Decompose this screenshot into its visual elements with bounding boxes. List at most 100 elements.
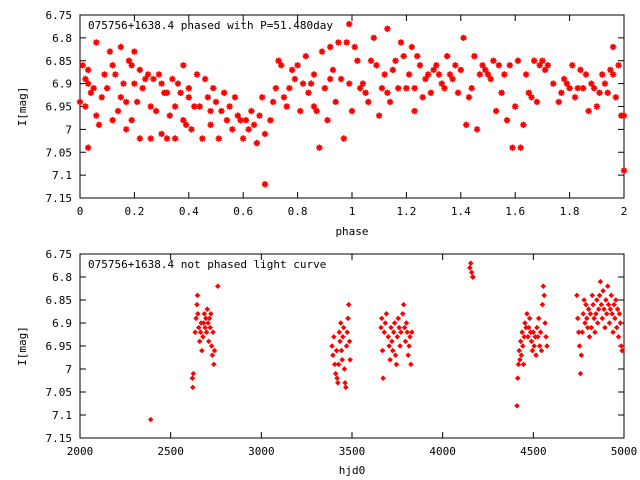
data-point bbox=[206, 315, 213, 322]
data-point bbox=[192, 329, 198, 335]
data-point bbox=[109, 117, 116, 124]
data-point bbox=[327, 75, 334, 83]
data-point bbox=[209, 352, 216, 358]
data-point bbox=[517, 144, 524, 151]
data-point bbox=[390, 329, 397, 335]
data-point bbox=[609, 43, 617, 51]
data-point bbox=[125, 57, 133, 64]
data-point bbox=[332, 98, 339, 106]
data-point bbox=[539, 57, 546, 64]
y-tick-label: 6.95 bbox=[46, 101, 73, 114]
x-tick-label: 3000 bbox=[248, 445, 275, 458]
data-point bbox=[365, 98, 372, 106]
data-point bbox=[93, 39, 100, 46]
x-tick-label: 3500 bbox=[339, 445, 366, 458]
data-point bbox=[390, 347, 396, 354]
data-point bbox=[245, 126, 252, 133]
x-tick-label: 1.8 bbox=[560, 205, 580, 218]
data-point bbox=[610, 329, 616, 335]
data-point bbox=[351, 43, 358, 51]
data-point bbox=[289, 66, 296, 74]
data-point bbox=[392, 352, 399, 358]
data-point bbox=[531, 57, 538, 64]
data-point bbox=[378, 315, 385, 322]
data-point bbox=[593, 103, 600, 110]
data-point bbox=[611, 301, 617, 308]
data-point bbox=[609, 311, 615, 317]
data-point bbox=[577, 66, 584, 74]
data-point bbox=[386, 343, 392, 349]
data-point bbox=[203, 329, 210, 335]
data-point bbox=[520, 361, 527, 368]
data-point bbox=[408, 43, 415, 51]
x-tick-label: 0.8 bbox=[288, 205, 308, 218]
data-point bbox=[414, 53, 421, 60]
data-point bbox=[313, 107, 320, 115]
data-point bbox=[521, 334, 528, 340]
data-point bbox=[203, 315, 209, 322]
data-point bbox=[112, 71, 119, 78]
data-point bbox=[82, 103, 89, 110]
data-point bbox=[373, 62, 380, 69]
data-point bbox=[452, 62, 459, 69]
data-point bbox=[604, 311, 610, 317]
data-point bbox=[400, 301, 407, 308]
data-point bbox=[381, 329, 388, 335]
x-tick-label: 4500 bbox=[520, 445, 547, 458]
data-point bbox=[261, 181, 269, 188]
data-point bbox=[76, 98, 84, 106]
data-point bbox=[153, 107, 160, 115]
data-point bbox=[212, 98, 220, 106]
data-point bbox=[395, 85, 402, 92]
data-point bbox=[591, 315, 597, 322]
data-point bbox=[335, 361, 342, 368]
data-point bbox=[609, 71, 617, 78]
data-point bbox=[578, 352, 585, 358]
data-point bbox=[460, 34, 467, 42]
data-point bbox=[383, 311, 390, 317]
data-point bbox=[250, 121, 258, 128]
data-point bbox=[454, 89, 462, 96]
data-point bbox=[408, 361, 414, 368]
data-point bbox=[272, 85, 279, 92]
data-point bbox=[133, 98, 141, 106]
x-axis-title: hjd0 bbox=[339, 464, 366, 477]
data-point bbox=[536, 315, 542, 322]
data-point bbox=[585, 306, 592, 312]
data-point bbox=[576, 343, 583, 349]
y-tick-label: 6.9 bbox=[52, 317, 72, 330]
data-point bbox=[202, 324, 208, 331]
data-point bbox=[229, 126, 236, 133]
data-point bbox=[601, 306, 607, 312]
y-axis-title: I[mag] bbox=[16, 326, 29, 366]
data-point bbox=[595, 306, 602, 312]
data-point bbox=[201, 311, 208, 317]
data-point bbox=[286, 85, 293, 92]
data-point bbox=[528, 338, 535, 345]
data-point bbox=[117, 94, 124, 101]
data-point bbox=[205, 320, 211, 326]
data-point bbox=[515, 361, 522, 368]
data-point bbox=[142, 75, 149, 83]
data-point bbox=[234, 112, 241, 119]
data-point bbox=[536, 343, 543, 349]
data-point bbox=[555, 98, 562, 106]
data-point bbox=[344, 329, 351, 335]
data-point bbox=[608, 292, 615, 299]
data-point bbox=[524, 311, 530, 317]
y-tick-label: 7.1 bbox=[52, 409, 72, 422]
x-tick-label: 0.4 bbox=[179, 205, 199, 218]
y-tick-label: 7.1 bbox=[52, 169, 72, 182]
data-point bbox=[193, 71, 201, 78]
y-tick-label: 7.05 bbox=[46, 386, 73, 399]
data-point bbox=[531, 343, 538, 349]
data-point bbox=[196, 324, 202, 331]
data-point bbox=[215, 283, 221, 289]
data-point bbox=[577, 370, 584, 377]
data-point bbox=[117, 43, 124, 51]
data-point bbox=[563, 80, 571, 87]
data-point bbox=[348, 107, 356, 115]
data-point bbox=[584, 315, 590, 322]
data-point bbox=[406, 343, 412, 349]
data-point bbox=[544, 62, 551, 69]
